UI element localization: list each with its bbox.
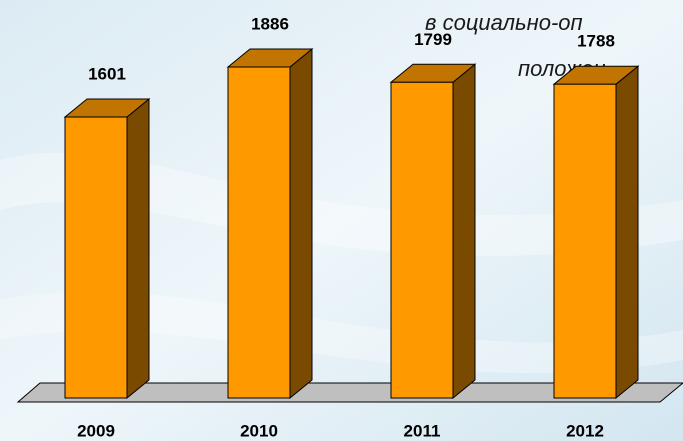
bar-side: [452, 63, 476, 400]
annotation: в социально-оп: [425, 10, 583, 35]
x-tick-label: 2012: [566, 421, 604, 440]
decoration: [0, 152, 683, 257]
decoration: [0, 291, 683, 374]
data-label: 1886: [251, 14, 289, 33]
floor: [16, 382, 683, 403]
bar-side: [615, 65, 639, 400]
data-label: 1788: [577, 32, 615, 51]
data-label: 1601: [88, 65, 126, 84]
x-tick-label: 2009: [77, 421, 115, 440]
x-tick-label: 2011: [404, 421, 441, 440]
bar: [227, 66, 291, 399]
x-tick-label: 2010: [240, 421, 278, 440]
bar: [390, 81, 454, 399]
bar-side: [126, 97, 150, 400]
bar-side: [289, 47, 313, 400]
bar: [64, 116, 128, 399]
data-label: 1799: [414, 30, 452, 49]
bar: [553, 83, 617, 399]
